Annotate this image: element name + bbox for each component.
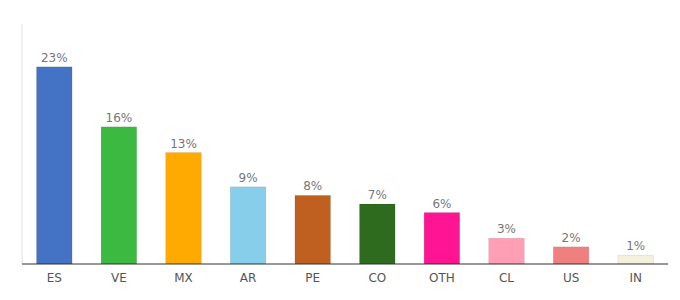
bar [424,213,460,264]
data-label: 16% [106,111,133,125]
data-label: 13% [170,137,197,151]
x-tick-label: CO [368,271,386,285]
bar [618,255,654,264]
x-tick-label: OTH [429,271,455,285]
x-tick-label: IN [629,271,642,285]
bar [489,238,525,264]
x-tick-label: MX [174,271,193,285]
x-tick-label: ES [47,271,62,285]
chart: ES VE MX AR PE CO OTH CL US IN 23% 16% 13% 9% 8% 7% 6% 3%… [0,0,680,300]
data-label: 6% [432,197,451,211]
bar [37,67,73,264]
data-label: 8% [303,179,322,193]
x-axis-line [22,263,668,264]
bar [295,195,331,264]
data-label: 7% [368,188,387,202]
x-tick-label: VE [111,271,127,285]
bar [166,153,202,264]
bars [37,67,654,264]
bar [360,204,396,264]
x-tick-label: US [563,271,579,285]
x-tick-label: AR [240,271,257,285]
chart-container: ES VE MX AR PE CO OTH CL US IN 23% 16% 13% 9% 8% 7% 6% 3%… [0,0,680,300]
data-label: 2% [562,231,581,245]
x-tick-label: PE [305,271,320,285]
data-label: 23% [41,51,68,65]
x-tick-label: CL [499,271,514,285]
bar [553,247,589,264]
y-axis-line [22,24,23,264]
data-label: 3% [497,222,516,236]
bar [101,127,137,264]
data-label: 1% [626,239,645,253]
data-label: 9% [239,171,258,185]
bar [230,187,266,264]
